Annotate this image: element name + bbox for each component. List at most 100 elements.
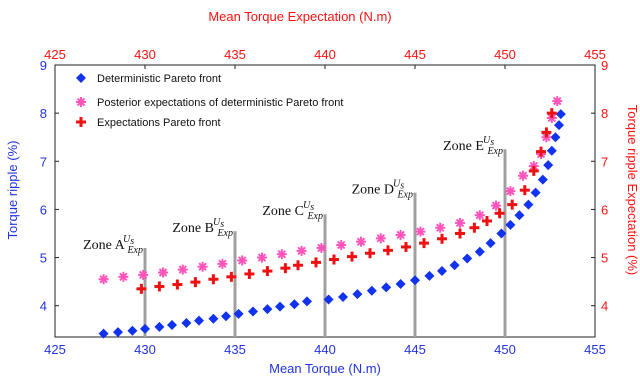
zone-label-layer: Zone A ExpUs Zone B ExpUs Zone C ExpUs Zone… [83,135,503,256]
bottom-axis-title: Mean Torque (N.m) [269,361,381,376]
data-point-plus [244,268,255,279]
data-point-plus [347,251,357,262]
data-point-diamond [496,228,507,239]
data-point-star [375,233,386,244]
legend-label-expectations: Expectations Pareto front [97,117,221,129]
data-point-plus [208,274,219,285]
data-point-diamond [381,282,392,293]
legend-marker-plus [76,117,86,127]
data-point-diamond [275,301,285,312]
data-point-plus [401,241,411,252]
data-point-diamond [352,289,363,300]
data-point-star [276,249,287,260]
data-point-diamond [262,304,273,315]
x-tick-label-top: 435 [224,47,246,62]
legend-marker-diamond [76,73,86,83]
data-point-star [316,242,327,253]
data-point-diamond [323,294,334,305]
data-point-star [505,186,516,197]
x-tick-label-bottom: 455 [584,342,606,357]
x-tick-label-bottom: 445 [404,342,426,357]
data-point-star [336,240,347,251]
data-point-star [415,226,426,237]
data-point-star [455,217,465,228]
y-tick-label-left: 4 [40,299,47,314]
y-tick-label-right: 4 [601,299,608,314]
data-point-diamond [154,321,165,332]
data-point-diamond [543,160,554,171]
data-point-diamond [127,325,138,336]
data-point-diamond [181,318,192,329]
zone-label: Zone E ExpUs [443,135,503,157]
left-axis-title: Torque ripple (%) [5,141,20,240]
data-point-diamond [424,270,435,281]
data-point-diamond [523,199,534,210]
y-tick-label-left: 9 [40,58,47,73]
x-tick-label-bottom: 450 [494,342,516,357]
y-tick-label-right: 8 [601,106,608,121]
data-point-diamond [366,285,377,296]
data-point-diamond [289,299,300,310]
x-tick-label-bottom: 440 [314,342,336,357]
data-point-diamond [514,210,525,221]
data-point-plus [172,279,183,290]
data-point-diamond [530,187,541,198]
right-axis-title: Torque ripple Expectation (%) [625,105,640,276]
y-tick-label-right: 9 [601,58,608,73]
data-point-diamond [302,296,312,307]
data-point-plus [190,277,201,288]
legend-label-deterministic: Deterministic Pareto front [97,73,221,85]
y-tick-label-left: 5 [40,251,47,266]
data-point-plus [280,263,291,274]
data-point-plus [528,165,539,176]
data-point-star [217,258,228,269]
x-tick-label-bottom: 430 [134,342,156,357]
x-tick-label-bottom: 435 [224,342,246,357]
legend: Deterministic Pareto front Posterior exp… [76,73,343,129]
data-point-diamond [208,313,219,324]
data-point-diamond [233,308,244,319]
zone-label: Zone C ExpUs [262,200,323,222]
zone-label: Zone B ExpUs [172,217,233,239]
data-point-diamond [113,327,123,338]
data-point-plus [293,260,303,271]
x-tick-label-top: 455 [584,47,606,62]
data-point-plus [519,185,530,196]
legend-marker-star [76,97,86,107]
data-point-star [518,170,528,181]
data-point-diamond [537,174,548,185]
y-tick-label-left: 6 [40,202,47,217]
data-point-plus [383,245,393,256]
data-point-diamond [555,109,566,120]
data-point-diamond [140,323,150,334]
data-point-plus [226,271,237,282]
data-point-plus [546,108,557,119]
data-point-plus [262,266,273,277]
zone-label: Zone A ExpUs [83,234,143,256]
data-point-plus [136,283,147,294]
legend-item-expectations: Expectations Pareto front [76,117,221,129]
data-point-diamond [554,120,564,131]
y-tick-label-left: 7 [40,154,47,169]
data-point-plus [154,281,165,292]
data-point-diamond [474,246,485,257]
data-point-star [197,261,208,272]
data-point-star [491,200,501,211]
data-point-diamond [462,253,473,264]
data-point-diamond [437,266,447,277]
data-point-diamond [248,306,258,317]
data-point-star [237,255,248,266]
data-point-star [296,245,307,256]
data-point-plus [541,127,552,138]
data-point-plus [365,248,375,259]
data-point-star [395,229,406,240]
data-point-star [552,96,563,107]
data-point-star [118,271,129,282]
data-point-diamond [221,311,231,322]
data-point-star [257,252,267,263]
data-point-plus [507,199,518,210]
data-point-plus [494,208,505,219]
data-point-star [158,267,168,278]
y-tick-label-right: 7 [601,154,608,169]
